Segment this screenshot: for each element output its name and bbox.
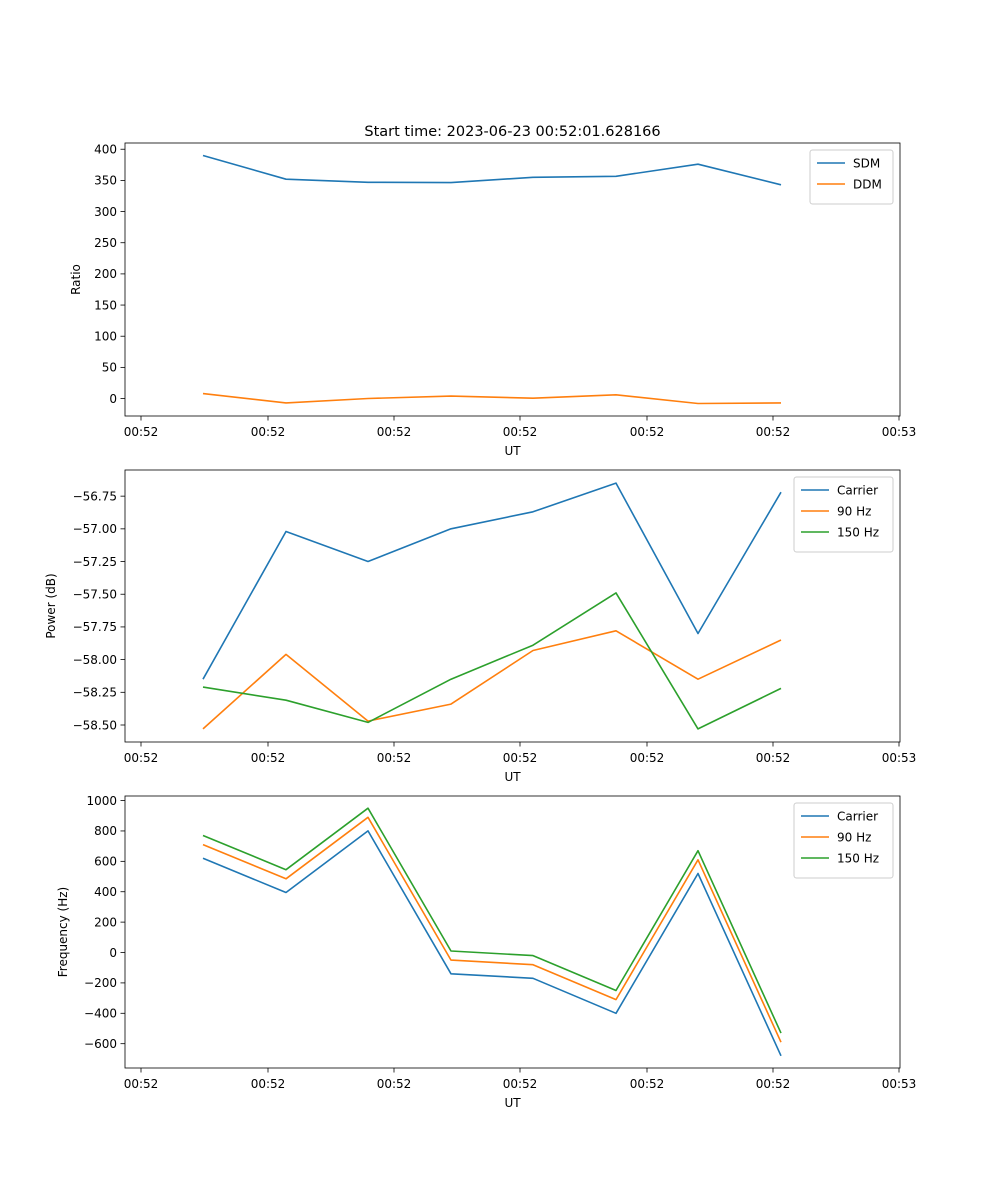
x-tick-label: 00:52 [756,751,791,765]
y-tick-label: 200 [94,267,117,281]
y-tick-label: −57.75 [73,620,117,634]
x-tick-label: 00:52 [377,425,412,439]
plot-frame [124,142,901,417]
legend-entry: 90 Hz [837,504,871,518]
x-tick-label: 00:53 [882,751,917,765]
y-tick-label: −200 [84,976,117,990]
x-tick-label: 00:52 [630,751,665,765]
x-tick-label: 00:52 [503,751,538,765]
plot-frame [124,469,901,743]
legend-entry: 150 Hz [837,851,879,865]
legend: Carrier 90 Hz 150 Hz [793,802,894,879]
y-tick-label: 300 [94,205,117,219]
series-line-carrier [202,830,782,1057]
y-tick-label: −56.75 [73,489,117,503]
y-tick-label: −58.00 [73,653,117,667]
y-axis-label: Frequency (Hz) [56,887,70,978]
legend-entry: Carrier [837,483,878,497]
y-tick-label: −57.25 [73,555,117,569]
chart-title: Start time: 2023-06-23 00:52:01.628166 [364,124,660,140]
series-line-ddm [202,392,782,405]
x-tick-label: 00:53 [882,425,917,439]
y-axis-label: Ratio [69,264,83,295]
series-line-90-hz [202,816,782,1043]
legend: Carrier 90 Hz 150 Hz [793,476,894,553]
y-tick-label: 800 [94,824,117,838]
legend-box [793,802,894,879]
x-tick-label: 00:52 [251,1077,286,1091]
x-tick-label: 00:52 [756,1077,791,1091]
x-tick-label: 00:52 [251,751,286,765]
legend-entry: 90 Hz [837,830,871,844]
legend: SDM DDM [809,149,894,205]
plot-frame [124,795,901,1069]
y-tick-label: 1000 [86,794,117,808]
x-tick-label: 00:52 [503,1077,538,1091]
legend-entry: Carrier [837,809,878,823]
x-tick-label: 00:52 [756,425,791,439]
series-line-150-hz [202,807,782,1034]
x-tick-label: 00:52 [377,1077,412,1091]
y-tick-label: −400 [84,1007,117,1021]
y-tick-label: 50 [102,361,117,375]
x-axis-label: UT [504,770,521,784]
series-line-carrier [202,482,782,680]
y-tick-label: −57.00 [73,522,117,536]
legend-entry: 150 Hz [837,525,879,539]
y-tick-label: 150 [94,298,117,312]
y-tick-label: −58.50 [73,718,117,732]
chart-panel-1: 00:52 00:52 00:52 00:52 00:52 00:52 00:53 0 50 10… [69,124,916,458]
series-line-90-hz [202,629,782,730]
series-line-150-hz [202,592,782,730]
legend-entry: DDM [853,177,882,191]
y-tick-label: −57.50 [73,588,117,602]
y-axis-label: Power (dB) [44,573,58,638]
y-tick-label: 400 [94,885,117,899]
x-axis-label: UT [504,444,521,458]
y-tick-label: 200 [94,915,117,929]
y-tick-label: 0 [109,946,117,960]
y-tick-label: 0 [109,392,117,406]
x-tick-label: 00:52 [503,425,538,439]
y-tick-label: 100 [94,330,117,344]
chart-panel-2: 00:52 00:52 00:52 00:52 00:52 00:52 00:53 −58.5… [44,469,917,784]
x-tick-label: 00:52 [124,1077,159,1091]
x-tick-label: 00:52 [630,1077,665,1091]
series-line-sdm [202,154,782,186]
x-axis-label: UT [504,1096,521,1110]
x-tick-label: 00:52 [124,425,159,439]
y-tick-label: −58.25 [73,686,117,700]
y-tick-label: 600 [94,855,117,869]
y-tick-label: 250 [94,236,117,250]
x-tick-label: 00:52 [630,425,665,439]
y-tick-label: −600 [84,1037,117,1051]
legend-box [793,476,894,553]
x-tick-label: 00:52 [124,751,159,765]
x-tick-label: 00:52 [377,751,412,765]
x-tick-label: 00:53 [882,1077,917,1091]
legend-entry: SDM [853,156,880,170]
chart-panel-3: 00:52 00:52 00:52 00:52 00:52 00:52 00:53 −600 −… [56,794,916,1110]
x-tick-label: 00:52 [251,425,286,439]
y-tick-label: 400 [94,143,117,157]
y-tick-label: 350 [94,174,117,188]
